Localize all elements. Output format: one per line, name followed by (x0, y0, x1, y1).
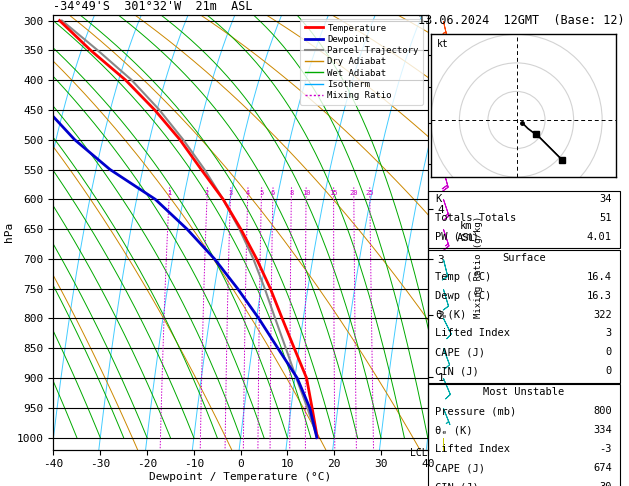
Text: 20: 20 (350, 191, 358, 196)
Text: 4: 4 (245, 191, 250, 196)
Text: -34°49'S  301°32'W  21m  ASL: -34°49'S 301°32'W 21m ASL (53, 0, 253, 14)
Text: Temp (°C): Temp (°C) (435, 272, 492, 281)
Y-axis label: km
ASL: km ASL (457, 221, 476, 243)
Text: 15: 15 (330, 191, 338, 196)
Text: 0: 0 (606, 347, 612, 357)
Text: 0: 0 (606, 366, 612, 376)
Text: 3: 3 (228, 191, 233, 196)
Bar (428, 191, 620, 248)
Text: 322: 322 (593, 310, 612, 319)
Text: 16.3: 16.3 (587, 291, 612, 300)
Text: 51: 51 (599, 213, 612, 223)
Text: 8: 8 (289, 191, 294, 196)
Text: 30: 30 (599, 482, 612, 486)
Text: 13.06.2024  12GMT  (Base: 12): 13.06.2024 12GMT (Base: 12) (418, 14, 625, 27)
Text: Totals Totals: Totals Totals (435, 213, 516, 223)
Text: 25: 25 (365, 191, 374, 196)
Text: Dewp (°C): Dewp (°C) (435, 291, 492, 300)
Text: 16.4: 16.4 (587, 272, 612, 281)
Bar (428, 250, 620, 382)
Text: CIN (J): CIN (J) (435, 366, 479, 376)
Text: 334: 334 (593, 425, 612, 435)
Text: Pressure (mb): Pressure (mb) (435, 406, 516, 416)
Text: 674: 674 (593, 463, 612, 473)
Text: Lifted Index: Lifted Index (435, 329, 510, 338)
Text: 2: 2 (205, 191, 209, 196)
Text: CAPE (J): CAPE (J) (435, 463, 486, 473)
Text: 5: 5 (259, 191, 264, 196)
Text: θₑ (K): θₑ (K) (435, 425, 473, 435)
Y-axis label: hPa: hPa (4, 222, 14, 242)
Text: 34: 34 (599, 194, 612, 204)
Text: kt: kt (437, 38, 448, 49)
Text: K: K (435, 194, 442, 204)
Text: θₑ(K): θₑ(K) (435, 310, 467, 319)
X-axis label: Dewpoint / Temperature (°C): Dewpoint / Temperature (°C) (150, 472, 331, 482)
Text: 3: 3 (606, 329, 612, 338)
Text: LCL: LCL (410, 449, 428, 458)
Text: CIN (J): CIN (J) (435, 482, 479, 486)
Text: 800: 800 (593, 406, 612, 416)
Text: 1: 1 (167, 191, 171, 196)
Text: 4.01: 4.01 (587, 232, 612, 242)
Text: CAPE (J): CAPE (J) (435, 347, 486, 357)
Text: Surface: Surface (502, 253, 545, 262)
Text: -3: -3 (599, 444, 612, 454)
Text: Most Unstable: Most Unstable (483, 387, 564, 397)
Text: 6: 6 (270, 191, 275, 196)
Bar (428, 384, 620, 486)
Text: Mixing Ratio (g/kg): Mixing Ratio (g/kg) (474, 216, 482, 318)
Text: PW (cm): PW (cm) (435, 232, 479, 242)
Legend: Temperature, Dewpoint, Parcel Trajectory, Dry Adiabat, Wet Adiabat, Isotherm, Mi: Temperature, Dewpoint, Parcel Trajectory… (300, 19, 423, 104)
Text: 10: 10 (302, 191, 310, 196)
Text: Lifted Index: Lifted Index (435, 444, 510, 454)
